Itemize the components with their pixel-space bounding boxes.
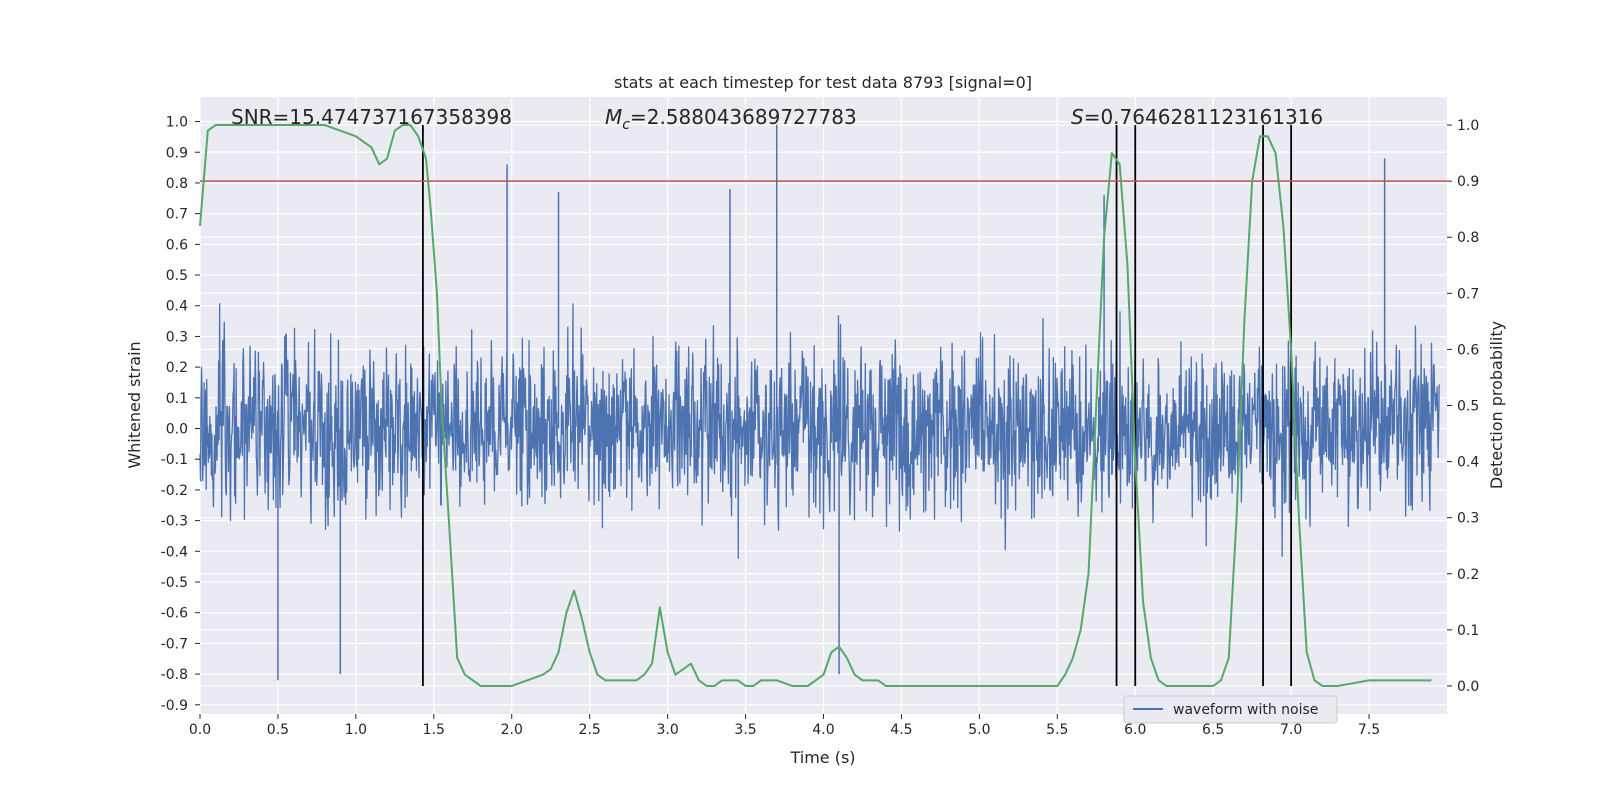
y-left-tick-label: -0.2 [161, 483, 188, 499]
x-tick-label: 4.5 [890, 722, 912, 738]
y-left-tick-label: -0.3 [161, 514, 188, 530]
y-right-tick-label: 0.2 [1457, 567, 1479, 583]
y-right-tick-label: 0.3 [1457, 511, 1479, 527]
waveform-trace [199, 124, 1440, 681]
x-axis-label: Time (s) [789, 748, 855, 767]
y-right-tick-label: 1.0 [1457, 118, 1479, 134]
x-tick-label: 0.0 [189, 722, 211, 738]
y-right-tick-label: 0.9 [1457, 174, 1479, 190]
x-tick-label: 6.5 [1202, 722, 1224, 738]
y-left-tick-label: 0.6 [166, 237, 188, 253]
x-tick-label: 1.5 [423, 722, 445, 738]
y-left-tick-label: 0.1 [166, 391, 188, 407]
x-tick-label: 5.5 [1046, 722, 1068, 738]
right-y-axis-ticks: 1.0 0.9 0.8 0.7 0.6 0.5 0.4 0.3 0.2 0.1 0.0 [1447, 118, 1479, 695]
y-left-tick-label: -0.7 [161, 636, 188, 652]
y-left-tick-label: -0.9 [161, 698, 188, 714]
probability-line [199, 124, 1432, 687]
y-left-tick-label: -0.6 [161, 606, 188, 622]
right-y-axis-label: Detection probability [1487, 321, 1506, 489]
legend-box [1123, 695, 1338, 724]
s-value: =0.7646281123161316 [1084, 105, 1323, 129]
x-tick-label: 3.0 [656, 722, 678, 738]
y-right-tick-label: 0.4 [1457, 455, 1479, 471]
y-left-tick-label: 0.8 [166, 176, 188, 192]
chirp-mass-value: =2.588043689727783 [630, 105, 857, 129]
y-left-tick-label: -0.8 [161, 667, 188, 683]
chirp-mass-annotation: Mc=2.588043689727783 [605, 105, 857, 133]
x-tick-label: 2.0 [501, 722, 523, 738]
waveform-line [199, 303, 1440, 559]
y-right-tick-label: 0.7 [1457, 286, 1479, 302]
s-annotation: S=0.7646281123161316 [1071, 105, 1323, 129]
x-tick-label: 4.0 [812, 722, 834, 738]
y-left-tick-label: -0.4 [161, 544, 188, 560]
y-left-tick-label: 1.0 [166, 115, 188, 131]
x-tick-label: 3.5 [734, 722, 756, 738]
legend-label: waveform with noise [1173, 702, 1318, 718]
x-tick-label: 0.5 [267, 722, 289, 738]
chart-title: stats at each timestep for test data 879… [614, 73, 1032, 92]
y-left-tick-label: 0.5 [166, 268, 188, 284]
y-left-tick-label: 0.9 [166, 145, 188, 161]
y-left-tick-label: -0.1 [161, 452, 188, 468]
y-left-tick-label: 0.4 [166, 299, 188, 315]
snr-annotation: SNR=15.474737167358398 [231, 105, 512, 129]
x-tick-label: 7.0 [1280, 722, 1302, 738]
vertical-markers [422, 125, 1293, 686]
x-tick-label: 5.0 [968, 722, 990, 738]
x-tick-label: 6.0 [1124, 722, 1146, 738]
detection-probability-curve [199, 124, 1432, 687]
legend: waveform with noise [1123, 695, 1338, 724]
y-left-tick-label: 0.3 [166, 329, 188, 345]
y-left-tick-label: -0.5 [161, 575, 188, 591]
y-left-tick-label: 0.2 [166, 360, 188, 376]
y-left-tick-label: 0.0 [166, 422, 188, 438]
y-right-tick-label: 0.8 [1457, 230, 1479, 246]
x-tick-label: 7.5 [1358, 722, 1380, 738]
chirp-mass-subscript: c [622, 117, 630, 133]
y-right-tick-label: 0.6 [1457, 342, 1479, 358]
y-right-tick-label: 0.5 [1457, 399, 1479, 415]
x-tick-label: 2.5 [579, 722, 601, 738]
y-right-tick-label: 0.1 [1457, 623, 1479, 639]
chirp-mass-symbol: M [605, 105, 622, 129]
left-y-axis-label: Whitened strain [125, 341, 144, 468]
y-right-tick-label: 0.0 [1457, 679, 1479, 695]
s-symbol: S [1071, 105, 1084, 129]
x-axis-ticks: 0.0 0.5 1.0 1.5 2.0 2.5 3.0 3.5 4.0 4.5 5.0 5.5 6.0 6… [189, 714, 1380, 738]
y-left-tick-label: 0.7 [166, 207, 188, 223]
x-tick-label: 1.0 [345, 722, 367, 738]
left-y-axis-ticks: 1.0 0.9 0.8 0.7 0.6 0.5 0.4 0.3 0.2 0.1 0.0 -0.1 -0.… [161, 115, 200, 714]
